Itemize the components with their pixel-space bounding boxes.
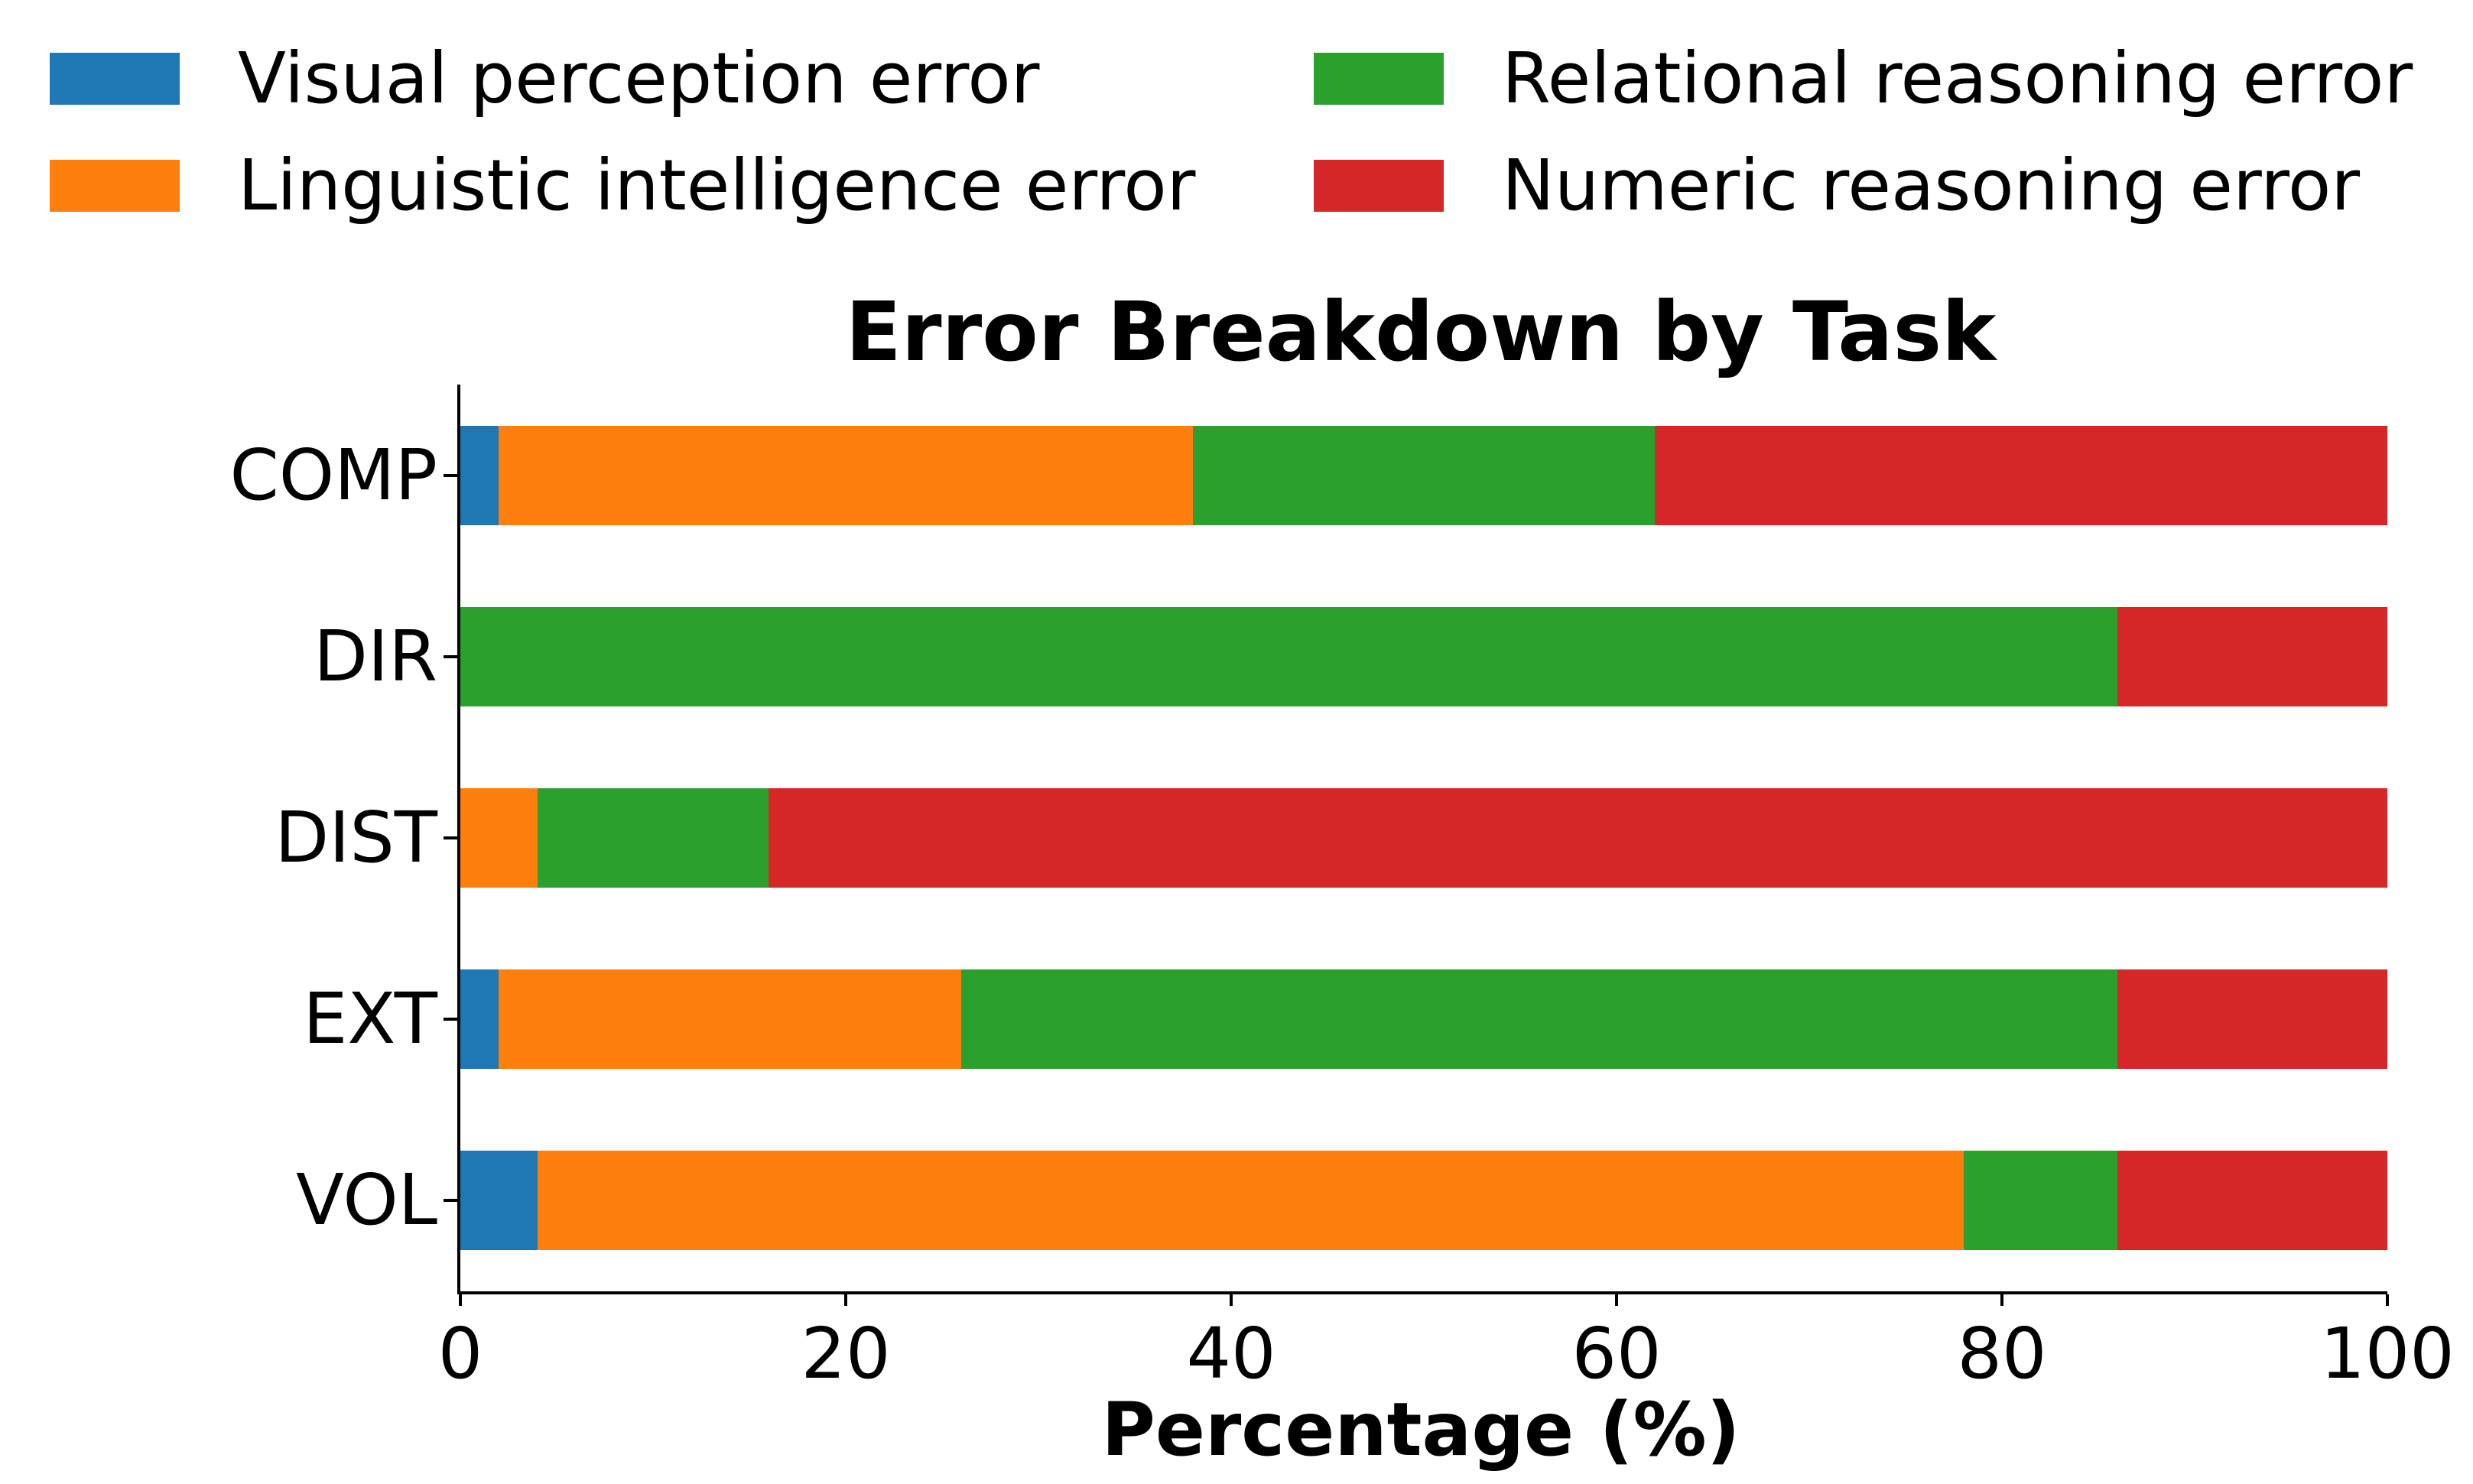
legend-swatch [50, 53, 180, 105]
plot-area: COMP DIR DIST EXT VOL 0 20 40 60 80 100 [229, 385, 2455, 1389]
y-tick-label: EXT [303, 978, 437, 1060]
bar-segment [499, 969, 962, 1070]
y-tick-mark [444, 1018, 457, 1021]
legend: Visual perception error Relational reason… [50, 44, 2413, 221]
y-tick-mark [444, 836, 457, 839]
x-tick-mark [1230, 1294, 1233, 1306]
bar-segment [1963, 1151, 2118, 1251]
bar-segment [769, 787, 2387, 888]
x-tick-label: 100 [2320, 1313, 2455, 1395]
stacked-bar [460, 787, 2387, 888]
bar-segment [961, 969, 2118, 1070]
x-tick-label: 60 [1571, 1313, 1662, 1395]
x-tick-label: 0 [437, 1313, 483, 1395]
legend-swatch [1314, 160, 1444, 212]
bar-segment [2117, 969, 2387, 1070]
x-tick-label: 20 [801, 1313, 891, 1395]
bar-row [460, 929, 2387, 1110]
legend-label: Numeric reasoning error [1502, 145, 2361, 226]
bar-segment [2117, 1151, 2387, 1251]
y-tick-label: DIST [275, 797, 437, 878]
y-tick-mark [444, 473, 457, 477]
legend-label: Linguistic intelligence error [238, 145, 1196, 226]
bar-segment [499, 425, 1193, 525]
stacked-bar [460, 606, 2387, 706]
bar-segment [537, 1151, 1964, 1251]
bar-segment [1655, 425, 2387, 525]
bar-segment [537, 787, 769, 888]
legend-swatch [1314, 53, 1444, 105]
y-tick-label: COMP [229, 434, 437, 516]
y-tick-mark [444, 654, 457, 658]
bar-row [460, 747, 2387, 928]
x-tick-label: 80 [1957, 1313, 2047, 1395]
bar-segment [460, 606, 2118, 706]
bar-segment [460, 425, 499, 525]
legend-label: Visual perception error [238, 37, 1040, 119]
legend-item: Numeric reasoning error [1314, 151, 2413, 221]
x-tick-mark [844, 1294, 847, 1306]
legend-item: Linguistic intelligence error [50, 151, 1314, 221]
x-tick-label: 40 [1186, 1313, 1276, 1395]
legend-item: Relational reasoning error [1314, 44, 2413, 114]
bar-row [460, 566, 2387, 747]
y-tick-label: DIR [314, 615, 437, 697]
bar-segment [460, 969, 499, 1070]
stacked-bar [460, 425, 2387, 525]
y-tick-label: VOL [296, 1159, 437, 1242]
legend-label: Relational reasoning error [1502, 37, 2413, 119]
chart-title: Error Breakdown by Task [845, 285, 1997, 380]
y-tick-mark [444, 1199, 457, 1203]
stacked-bar [460, 969, 2387, 1070]
bar-row [460, 1110, 2387, 1291]
legend-swatch [50, 160, 180, 212]
stacked-bar [460, 1151, 2387, 1251]
bar-segment [1192, 425, 1656, 525]
x-tick-mark [2386, 1294, 2389, 1306]
bar-row [460, 385, 2387, 566]
x-tick-mark [459, 1294, 462, 1306]
x-tick-mark [2000, 1294, 2003, 1306]
bar-segment [2117, 606, 2387, 706]
bar-segment [460, 787, 538, 888]
bar-segment [460, 1151, 538, 1251]
legend-item: Visual perception error [50, 44, 1314, 114]
x-axis-label: Percentage (%) [1101, 1387, 1740, 1473]
x-tick-mark [1615, 1294, 1618, 1306]
